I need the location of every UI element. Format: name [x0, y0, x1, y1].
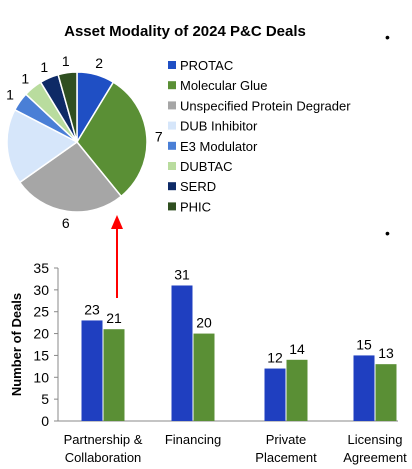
red-arrow-head	[111, 215, 123, 229]
pie-data-label-5: 1	[21, 70, 29, 86]
bar-1-1	[193, 333, 215, 421]
bar-3-1	[375, 364, 397, 421]
bar-data-label-2-0: 12	[267, 350, 283, 366]
pie-data-label-0: 2	[95, 55, 103, 71]
bullet-mark-0: •	[385, 29, 390, 45]
y-axis-label: Number of Deals	[9, 293, 24, 396]
legend-label-7: PHIC	[180, 199, 211, 214]
bar-2-0	[264, 368, 286, 421]
legend-label-2: Unspecified Protein Degrader	[180, 98, 351, 113]
x-category-label-1-0: Financing	[165, 432, 221, 447]
y-tick-label-0: 0	[41, 413, 49, 429]
pie-slice-2	[18, 140, 123, 213]
pie-legend: PROTAC Molecular Glue Unspecified Protein …	[168, 58, 351, 214]
pie-data-label-2: 6	[62, 215, 70, 231]
bar-2-1	[286, 359, 308, 421]
bar-1-0	[171, 285, 193, 421]
bar-data-label-0-0: 23	[84, 301, 100, 317]
legend-label-4: E3 Modulator	[180, 139, 258, 154]
y-tick-label-7: 35	[33, 260, 49, 276]
y-tick-label-1: 5	[41, 391, 49, 407]
bar-data-label-2-1: 14	[289, 341, 305, 357]
bar-data-label-3-0: 15	[356, 336, 372, 352]
legend-swatch-0	[168, 61, 176, 69]
legend-label-0: PROTAC	[180, 58, 233, 73]
pie-data-label-6: 1	[40, 59, 48, 75]
legend-label-1: Molecular Glue	[180, 78, 267, 93]
annotations: ••	[111, 29, 390, 298]
bar-data-label-0-1: 21	[106, 310, 122, 326]
bar-3-0	[353, 355, 375, 421]
x-category-label-0-1: Collaboration	[65, 450, 142, 465]
x-category-label-2-1: Placement	[255, 450, 317, 465]
legend-swatch-5	[168, 162, 176, 170]
bar-chart: 0 5 10 15 20 25 30 35 Number of Deals 23 21 Partner…	[9, 260, 407, 465]
pie-data-label-4: 1	[6, 87, 14, 103]
legend-swatch-6	[168, 182, 176, 191]
bullet-mark-1: •	[385, 225, 390, 241]
x-category-label-2-0: Private	[266, 432, 306, 447]
x-category-label-0-0: Partnership &	[64, 432, 143, 447]
bar-data-label-3-1: 13	[378, 345, 394, 361]
y-tick-label-3: 15	[33, 347, 49, 363]
legend-label-6: SERD	[180, 179, 216, 194]
pie-slice-7	[57, 71, 78, 143]
y-tick-label-6: 30	[33, 282, 49, 298]
bar-data-label-1-1: 20	[196, 315, 212, 331]
bar-0-0	[81, 320, 103, 421]
y-tick-label-4: 20	[33, 326, 49, 342]
legend-swatch-2	[168, 101, 176, 110]
legend-swatch-1	[168, 81, 176, 90]
legend-label-3: DUB Inhibitor	[180, 119, 258, 134]
x-category-label-3-0: Licensing	[348, 432, 403, 447]
legend-swatch-3	[168, 121, 176, 130]
y-tick-label-5: 25	[33, 304, 49, 320]
legend-swatch-4	[168, 141, 176, 150]
x-category-label-3-1: Agreement	[343, 450, 407, 465]
legend-label-5: DUBTAC	[180, 159, 232, 174]
pie-chart: 27641111	[6, 53, 163, 231]
legend-swatch-7	[168, 202, 176, 211]
y-tick-label-2: 10	[33, 369, 49, 385]
bar-0-1	[103, 329, 125, 421]
pie-data-label-1: 7	[155, 128, 163, 144]
pie-chart-title: Asset Modality of 2024 P&C Deals	[64, 23, 306, 40]
bar-data-label-1-0: 31	[174, 266, 190, 282]
pie-slice-3	[6, 108, 79, 184]
pie-slice-1	[76, 81, 148, 198]
pie-data-label-7: 1	[62, 53, 70, 69]
